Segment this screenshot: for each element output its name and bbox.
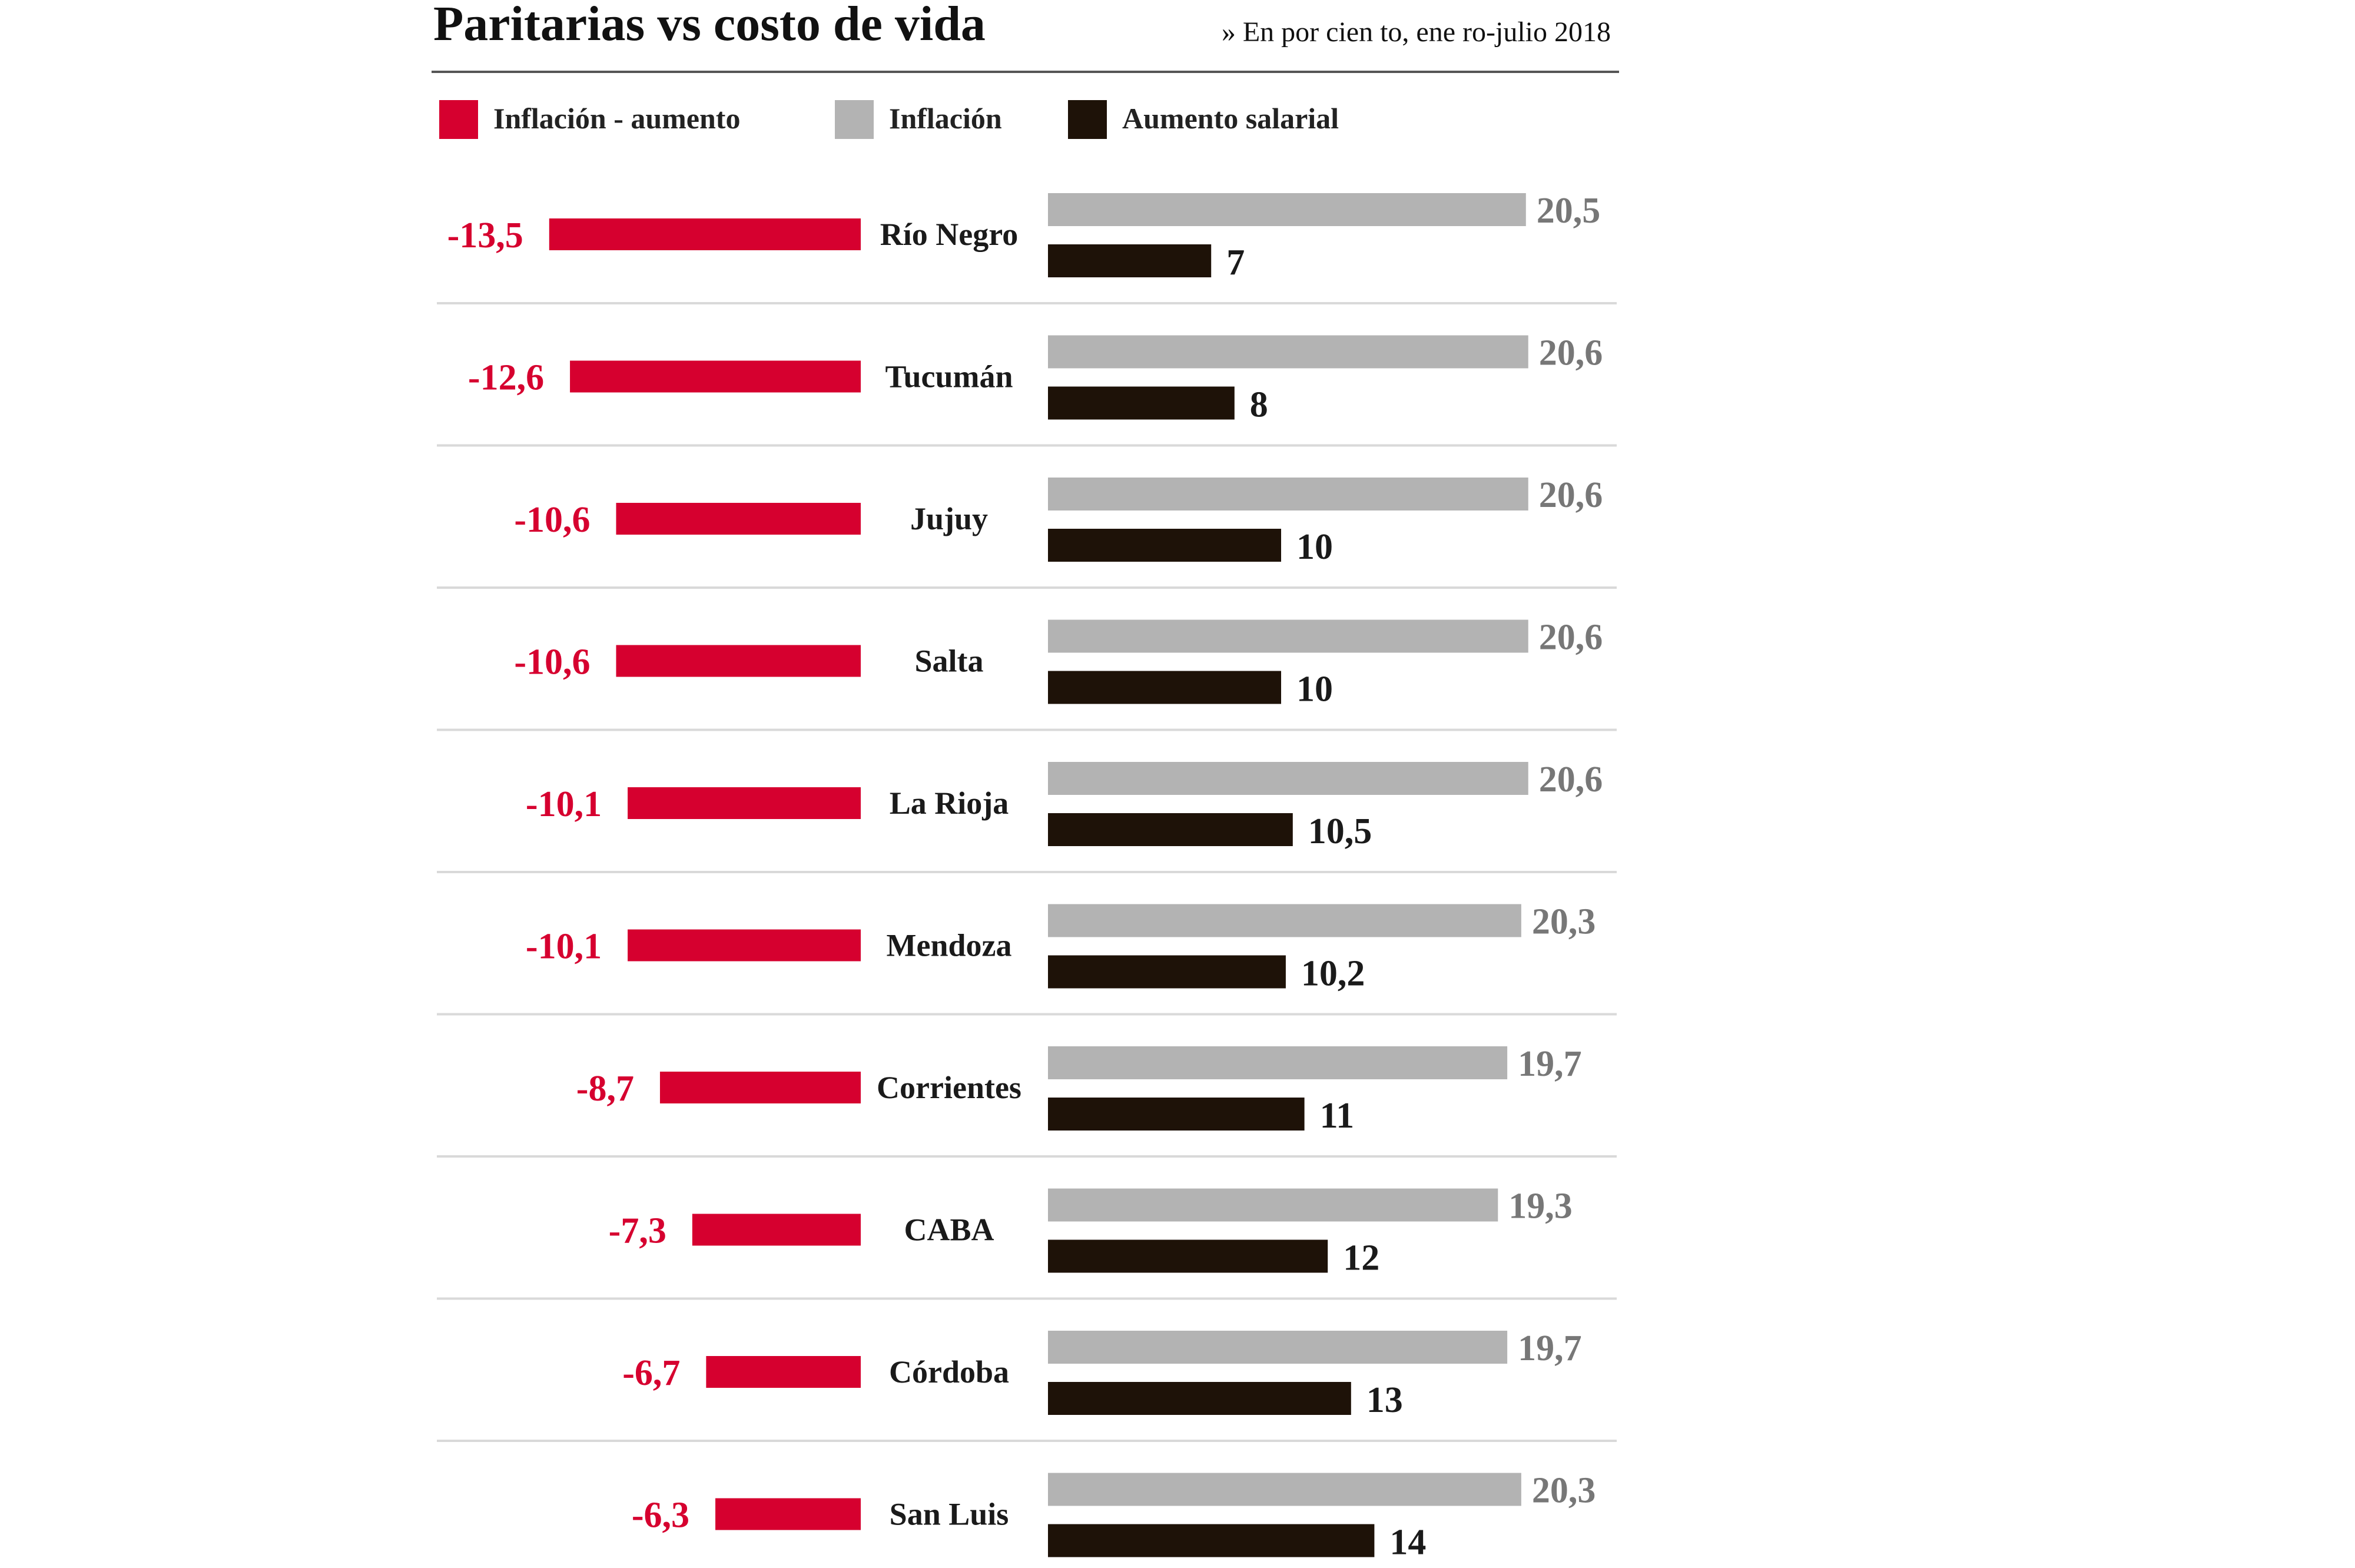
- diff-bar: [715, 1498, 861, 1530]
- diff-bar: [692, 1214, 861, 1246]
- diff-bar: [659, 1072, 861, 1103]
- wage-value-label: 13: [1366, 1380, 1403, 1420]
- legend-label-1: Inflación: [889, 102, 1002, 135]
- diff-value-label: -10,6: [514, 500, 590, 540]
- wage-bar: [1048, 244, 1212, 277]
- wage-value-label: 10,5: [1308, 811, 1372, 851]
- inflation-bar: [1048, 1046, 1508, 1079]
- diff-bar: [628, 787, 861, 819]
- chart-rows: -13,5 Río Negro 20,5 7 -12,6 Tucumán 20,6 8 -10,…: [437, 191, 1617, 1563]
- diff-value-label: -13,5: [447, 216, 523, 256]
- diff-value-label: -6,7: [622, 1353, 680, 1393]
- inflation-value-label: 20,3: [1532, 902, 1596, 942]
- inflation-bar: [1048, 335, 1528, 369]
- wage-value-label: 12: [1343, 1238, 1379, 1278]
- legend-swatch-0: [439, 100, 478, 139]
- wage-bar: [1048, 529, 1281, 562]
- diff-bar: [570, 360, 861, 393]
- wage-value-label: 7: [1226, 243, 1245, 283]
- diff-bar: [616, 503, 861, 535]
- inflation-bar: [1048, 619, 1528, 653]
- wage-bar: [1048, 813, 1293, 846]
- chart-title: Paritarias vs costo de vida: [433, 0, 986, 51]
- diff-value-label: -6,3: [632, 1496, 689, 1536]
- category-label: Río Negro: [880, 217, 1018, 252]
- wage-value-label: 10,2: [1301, 954, 1365, 994]
- diff-value-label: -10,1: [526, 784, 602, 824]
- diff-value-label: -12,6: [468, 358, 544, 398]
- category-label: CABA: [904, 1212, 994, 1248]
- category-label: Corrientes: [877, 1070, 1021, 1105]
- legend-swatch-2: [1068, 100, 1107, 139]
- wage-bar: [1048, 955, 1286, 989]
- inflation-value-label: 20,6: [1539, 333, 1603, 373]
- category-label: Salta: [914, 644, 983, 679]
- diff-value-label: -10,6: [514, 642, 590, 682]
- wage-bar: [1048, 671, 1281, 704]
- inflation-value-label: 19,3: [1508, 1186, 1573, 1226]
- inflation-bar: [1048, 762, 1528, 795]
- legend-label-2: Aumento salarial: [1122, 102, 1339, 135]
- inflation-value-label: 20,6: [1539, 760, 1603, 800]
- diff-bar: [706, 1356, 861, 1388]
- inflation-value-label: 19,7: [1518, 1328, 1582, 1368]
- wage-bar: [1048, 1524, 1375, 1557]
- inflation-value-label: 20,6: [1539, 618, 1603, 658]
- inflation-value-label: 20,3: [1532, 1471, 1596, 1511]
- legend: Inflación - aumento Inflación Aumento sala…: [439, 100, 1339, 139]
- category-label: Tucumán: [885, 359, 1013, 395]
- category-label: Mendoza: [887, 928, 1012, 963]
- category-label: La Rioja: [890, 785, 1009, 821]
- category-label: San Luis: [890, 1497, 1009, 1532]
- inflation-bar: [1048, 1473, 1521, 1506]
- wage-value-label: 10: [1296, 527, 1333, 567]
- diff-value-label: -10,1: [526, 927, 602, 967]
- diff-bar: [549, 218, 861, 250]
- inflation-value-label: 19,7: [1518, 1044, 1582, 1084]
- inflation-bar: [1048, 1331, 1508, 1364]
- inflation-bar: [1048, 193, 1526, 226]
- chart-subtitle: » En por cien to, ene ro-julio 2018: [1222, 16, 1611, 48]
- wage-value-label: 14: [1389, 1523, 1426, 1563]
- wage-value-label: 8: [1250, 385, 1268, 425]
- wage-bar: [1048, 1239, 1328, 1273]
- legend-label-0: Inflación - aumento: [493, 102, 740, 135]
- inflation-value-label: 20,6: [1539, 475, 1603, 515]
- wage-bar: [1048, 1382, 1351, 1415]
- diff-value-label: -8,7: [576, 1069, 634, 1109]
- inflation-bar: [1048, 1188, 1498, 1222]
- wage-bar: [1048, 386, 1235, 420]
- wage-value-label: 10: [1296, 669, 1333, 710]
- wage-value-label: 11: [1320, 1096, 1355, 1136]
- category-label: Jujuy: [910, 501, 988, 536]
- legend-swatch-1: [835, 100, 874, 139]
- wage-bar: [1048, 1098, 1305, 1131]
- diff-value-label: -7,3: [609, 1211, 666, 1251]
- inflation-bar: [1048, 478, 1528, 510]
- diff-bar: [628, 929, 861, 962]
- category-label: Córdoba: [889, 1354, 1009, 1390]
- diff-bar: [616, 645, 861, 677]
- inflation-value-label: 20,5: [1537, 191, 1601, 231]
- inflation-bar: [1048, 904, 1521, 937]
